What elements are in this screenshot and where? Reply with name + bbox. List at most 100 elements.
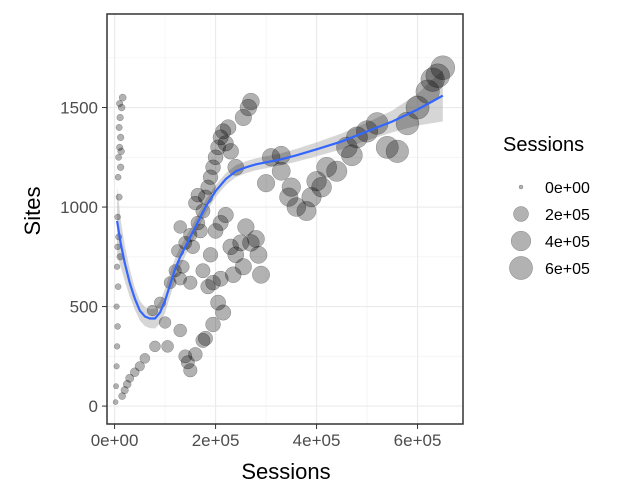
panel-border [106,13,464,425]
data-point [116,113,124,122]
data-point [215,123,232,140]
data-point [227,158,245,176]
data-point [117,163,125,171]
data-point [301,187,322,208]
data-point [180,355,195,370]
y-axis-title: Sites [20,187,45,236]
data-point [122,379,132,389]
data-point [113,363,120,370]
data-point [197,330,213,346]
data-point [286,197,307,217]
data-point [281,177,301,197]
data-point [114,323,121,330]
legend-key [510,230,532,252]
data-point [113,303,120,310]
x-tick-label: 0e+00 [91,431,139,450]
data-point [158,316,172,329]
data-point [116,143,124,151]
data-point [210,139,226,156]
legend-key [518,184,524,190]
data-point [234,258,252,276]
data-point [215,304,232,321]
data-point [200,279,216,295]
data-point [195,332,211,348]
data-point [242,92,260,111]
data-point [232,234,250,252]
data-point [252,265,270,284]
x-tick-label: 2e+05 [192,431,240,450]
legend-label: 6e+05 [545,261,590,278]
data-point [178,349,193,364]
data-point [118,392,126,400]
data-point [239,98,258,117]
data-point [205,316,221,333]
data-point [271,145,291,165]
x-tick-label: 4e+05 [293,431,341,450]
data-point [134,361,145,372]
data-point [420,67,445,92]
legend: Sessions 0e+00 2e+05 4e+05 6e+05 [503,134,590,280]
data-point [200,179,216,195]
data-point [113,343,121,350]
data-point [271,161,291,181]
data-point [341,144,363,167]
data-point [139,353,151,364]
legend-key [509,256,533,280]
data-point [210,294,226,311]
data-point [306,171,327,192]
data-point [375,135,399,159]
grid-major [107,14,463,424]
legend-label: 2e+05 [545,207,590,224]
smooth-line-layer [116,94,444,320]
data-point [114,213,121,221]
x-axis-title: Sessions [241,459,330,484]
data-point [202,247,219,263]
data-point [207,223,224,239]
data-point [125,373,135,383]
y-axis: 0 500 1000 1500 [60,99,107,416]
data-point [212,270,229,287]
data-point [234,108,252,127]
data-point [161,340,174,353]
data-point [257,174,276,193]
data-point [385,139,409,163]
smooth-line [116,94,444,320]
data-point [114,173,122,181]
data-point [212,129,229,146]
data-point [146,304,159,317]
grid-minor [107,14,463,424]
legend-label: 4e+05 [545,234,590,251]
data-point [113,263,121,270]
data-point [113,383,120,390]
data-point [207,149,224,166]
legend-title: Sessions [503,134,584,156]
data-point [116,100,124,108]
data-point [249,245,268,264]
y-tick-label: 1000 [60,198,98,217]
data-point [202,169,219,185]
data-point [296,201,317,221]
data-point [173,271,187,286]
data-point [346,126,368,149]
data-point [205,274,221,291]
data-point [220,119,237,136]
data-point [120,386,129,395]
data-point [114,283,122,290]
data-point [118,93,127,102]
data-point [326,160,348,182]
data-point [247,230,265,248]
data-point [222,143,239,160]
legend-label: 0e+00 [545,180,590,197]
data-point [212,215,229,231]
y-tick-label: 0 [89,397,98,416]
data-point [279,187,299,207]
data-point [222,238,239,256]
data-point [130,367,140,377]
data-point [115,193,123,201]
data-point [205,159,221,175]
data-point [227,246,245,264]
legend-key [513,206,529,222]
data-point [149,340,161,353]
data-point [183,363,198,378]
